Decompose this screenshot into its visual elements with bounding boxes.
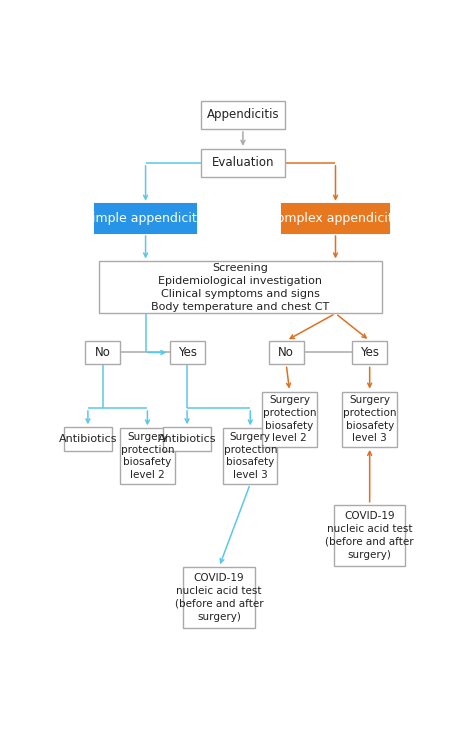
Text: Antibiotics: Antibiotics [59, 434, 117, 444]
FancyBboxPatch shape [163, 427, 211, 451]
FancyBboxPatch shape [343, 392, 397, 447]
Text: Surgery
protection
biosafety
level 2: Surgery protection biosafety level 2 [263, 395, 316, 443]
Text: Simple appendicitis: Simple appendicitis [84, 212, 207, 225]
FancyBboxPatch shape [99, 262, 382, 313]
FancyBboxPatch shape [201, 148, 285, 177]
Text: Surgery
protection
biosafety
level 3: Surgery protection biosafety level 3 [343, 395, 396, 443]
FancyBboxPatch shape [201, 101, 285, 129]
Text: COVID-19
nucleic acid test
(before and after
surgery): COVID-19 nucleic acid test (before and a… [175, 573, 264, 622]
FancyBboxPatch shape [282, 204, 389, 233]
Text: Evaluation: Evaluation [212, 157, 274, 169]
Text: Appendicitis: Appendicitis [207, 108, 279, 121]
FancyBboxPatch shape [263, 392, 317, 447]
FancyBboxPatch shape [352, 340, 387, 365]
FancyBboxPatch shape [170, 340, 205, 365]
Text: No: No [278, 346, 294, 359]
FancyBboxPatch shape [64, 427, 112, 451]
FancyBboxPatch shape [269, 340, 304, 365]
Text: Complex appendicitis: Complex appendicitis [268, 212, 403, 225]
Text: Yes: Yes [178, 346, 197, 359]
Text: No: No [95, 346, 110, 359]
FancyBboxPatch shape [120, 429, 174, 484]
FancyBboxPatch shape [223, 429, 277, 484]
Text: Yes: Yes [360, 346, 379, 359]
Text: Surgery
protection
biosafety
level 2: Surgery protection biosafety level 2 [121, 432, 174, 480]
FancyBboxPatch shape [85, 340, 120, 365]
Text: Screening
Epidemiological investigation
Clinical symptoms and signs
Body tempera: Screening Epidemiological investigation … [151, 263, 329, 312]
Text: Antibiotics: Antibiotics [158, 434, 216, 444]
FancyBboxPatch shape [95, 204, 196, 233]
FancyBboxPatch shape [183, 567, 255, 628]
Text: Surgery
protection
biosafety
level 3: Surgery protection biosafety level 3 [224, 432, 277, 480]
Text: COVID-19
nucleic acid test
(before and after
surgery): COVID-19 nucleic acid test (before and a… [325, 511, 414, 559]
FancyBboxPatch shape [334, 505, 405, 566]
